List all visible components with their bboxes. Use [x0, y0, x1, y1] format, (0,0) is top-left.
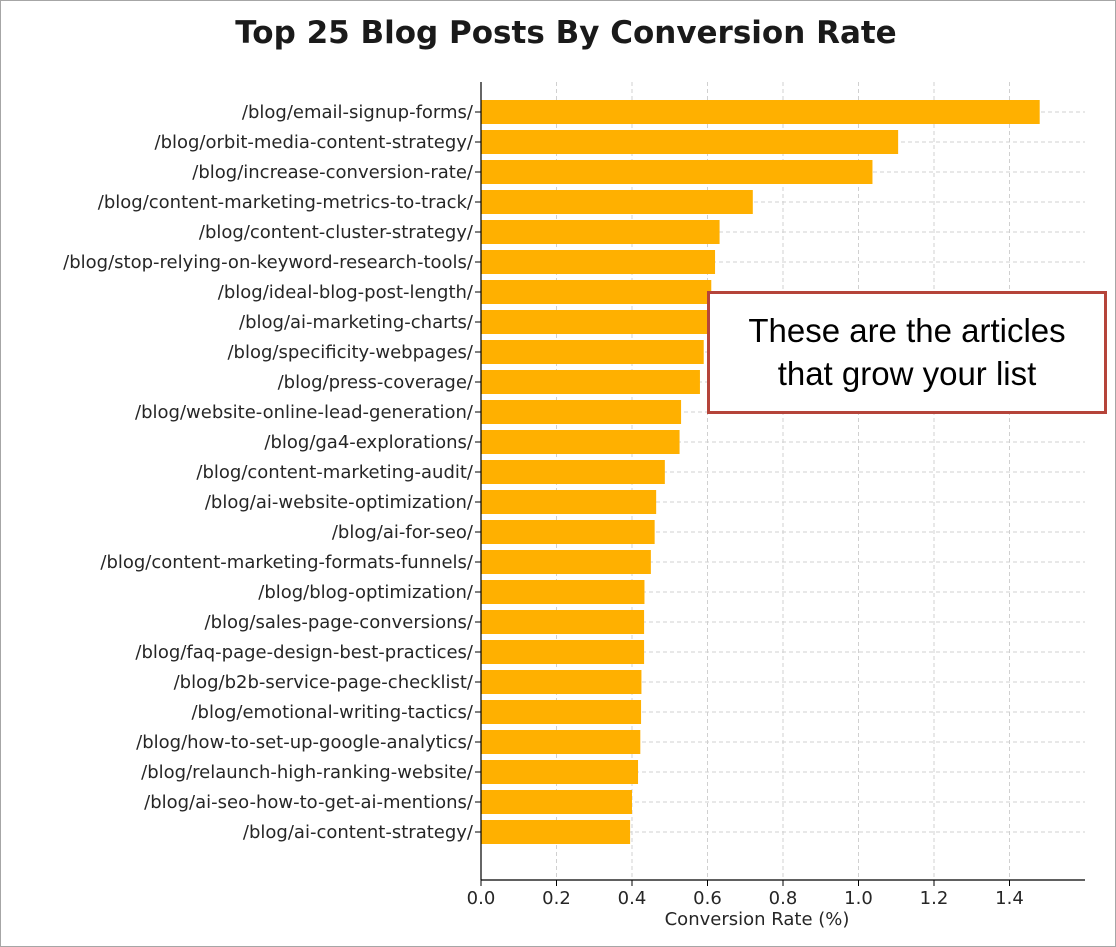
chart-title: Top 25 Blog Posts By Conversion Rate — [235, 15, 896, 51]
x-tick-label: 0.4 — [618, 888, 647, 909]
category-label: /blog/b2b-service-page-checklist/ — [174, 672, 474, 693]
bar — [481, 250, 716, 274]
category-label: /blog/ai-content-strategy/ — [243, 822, 474, 843]
category-label: /blog/content-marketing-metrics-to-track… — [98, 192, 474, 213]
x-tick-label: 0.6 — [693, 888, 722, 909]
callout-box: These are the articles that grow your li… — [707, 291, 1107, 414]
category-label: /blog/blog-optimization/ — [258, 582, 474, 603]
category-label: /blog/sales-page-conversions/ — [205, 612, 474, 633]
category-label: /blog/website-online-lead-generation/ — [135, 402, 474, 423]
category-label: /blog/orbit-media-content-strategy/ — [155, 132, 474, 153]
category-label: /blog/emotional-writing-tactics/ — [191, 702, 473, 723]
bar — [481, 160, 873, 184]
category-label: /blog/ai-seo-how-to-get-ai-mentions/ — [144, 792, 474, 813]
x-tick-label: 0.2 — [542, 888, 571, 909]
category-label: /blog/ga4-explorations/ — [264, 432, 474, 453]
bar — [481, 280, 712, 304]
category-label: /blog/content-marketing-formats-funnels/ — [100, 552, 474, 573]
category-label: /blog/ideal-blog-post-length/ — [218, 282, 474, 303]
bar — [481, 730, 641, 754]
x-tick-label: 1.4 — [995, 888, 1024, 909]
category-label: /blog/relaunch-high-ranking-website/ — [141, 762, 474, 783]
callout-text: These are the articles that grow your li… — [748, 311, 1066, 392]
bar — [481, 430, 680, 454]
category-label: /blog/content-marketing-audit/ — [196, 462, 474, 483]
bar — [481, 700, 642, 724]
bar — [481, 820, 631, 844]
bar — [481, 670, 642, 694]
x-axis-title: Conversion Rate (%) — [665, 909, 850, 930]
category-label: /blog/stop-relying-on-keyword-research-t… — [63, 252, 474, 273]
bar — [481, 370, 700, 394]
category-label: /blog/content-cluster-strategy/ — [199, 222, 474, 243]
bar — [481, 760, 639, 784]
category-label: /blog/how-to-set-up-google-analytics/ — [136, 732, 474, 753]
category-label: /blog/ai-website-optimization/ — [205, 492, 474, 513]
bar — [481, 130, 899, 154]
category-label: /blog/email-signup-forms/ — [242, 102, 474, 123]
axes — [475, 82, 1085, 886]
bar — [481, 220, 720, 244]
bar — [481, 490, 657, 514]
bar — [481, 400, 682, 424]
bar — [481, 100, 1040, 124]
bar — [481, 340, 704, 364]
category-label: /blog/faq-page-design-best-practices/ — [135, 642, 474, 663]
bar — [481, 550, 651, 574]
x-tick-label: 0.8 — [769, 888, 798, 909]
category-label: /blog/press-coverage/ — [278, 372, 474, 393]
bar — [481, 640, 645, 664]
bar — [481, 790, 632, 814]
bar — [481, 190, 753, 214]
bar — [481, 580, 645, 604]
bars — [481, 100, 1040, 844]
category-label: /blog/ai-for-seo/ — [332, 522, 474, 543]
category-label: /blog/ai-marketing-charts/ — [239, 312, 474, 333]
category-label: /blog/specificity-webpages/ — [227, 342, 473, 363]
x-tick-label: 1.2 — [920, 888, 949, 909]
bar — [481, 610, 645, 634]
x-tick-labels: 0.0 0.2 0.4 0.6 0.8 1.0 1.2 1.4 — [467, 888, 1024, 909]
bar — [481, 520, 655, 544]
category-label: /blog/increase-conversion-rate/ — [192, 162, 474, 183]
x-tick-label: 0.0 — [467, 888, 496, 909]
bar — [481, 460, 665, 484]
x-tick-label: 1.0 — [844, 888, 873, 909]
bar — [481, 310, 708, 334]
category-labels: /blog/email-signup-forms/ /blog/orbit-med… — [63, 102, 474, 843]
